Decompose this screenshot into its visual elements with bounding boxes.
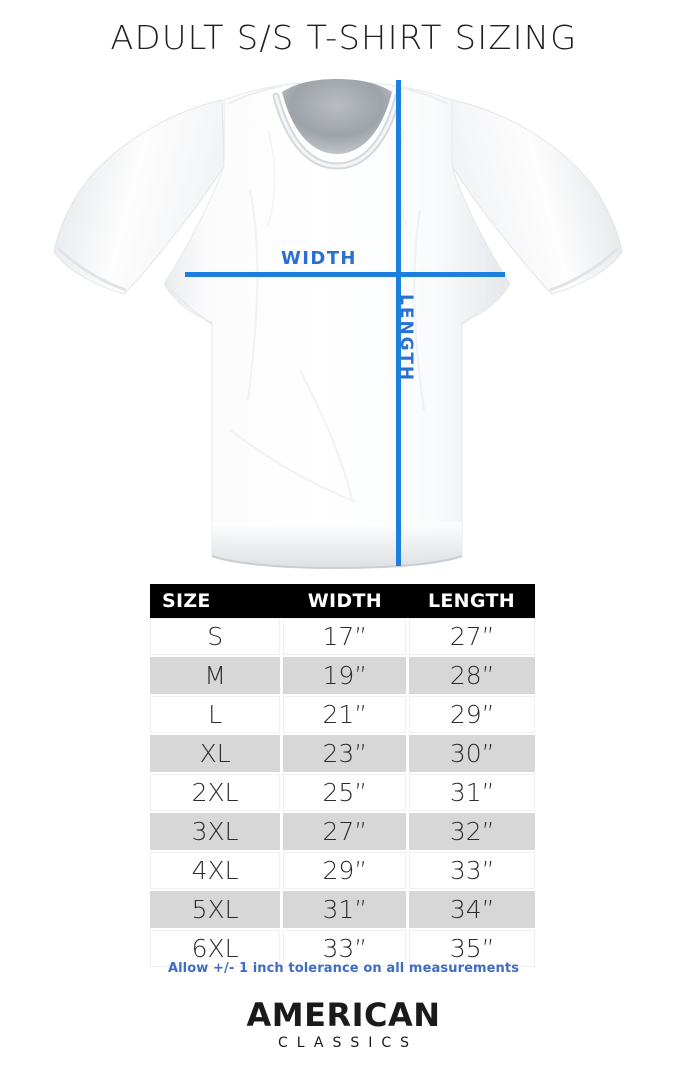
cell-width: 29” — [281, 851, 410, 891]
size-chart-table: SIZE WIDTH LENGTH S 17” 27” M 19” 28” L … — [150, 584, 535, 969]
cell-width: 17” — [281, 618, 410, 657]
table-row: 4XL 29” 33” — [150, 851, 535, 891]
tshirt-illustration — [53, 79, 623, 570]
length-measure-line — [396, 80, 401, 566]
cell-length: 34” — [407, 890, 535, 930]
cell-length: 27” — [407, 618, 535, 657]
table-row: 6XL 33” 35” — [150, 929, 535, 969]
cell-length: 28” — [407, 656, 535, 696]
cell-width: 23” — [281, 734, 410, 774]
table-row: L 21” 29” — [150, 695, 535, 735]
table-row: 3XL 27” 32” — [150, 812, 535, 852]
brand-logo: AMERICAN CLASSICS — [0, 998, 687, 1054]
cell-size: XL — [150, 734, 284, 774]
table-header-row: SIZE WIDTH LENGTH — [150, 584, 535, 618]
cell-size: 6XL — [150, 929, 284, 969]
width-measure-line — [185, 272, 505, 277]
cell-width: 33” — [281, 929, 410, 969]
table-row: XL 23” 30” — [150, 734, 535, 774]
table-row: 5XL 31” 34” — [150, 890, 535, 930]
width-label: WIDTH — [281, 248, 357, 269]
cell-width: 25” — [281, 773, 410, 813]
cell-size: 2XL — [150, 773, 284, 813]
cell-size: L — [150, 695, 284, 735]
cell-length: 35” — [407, 929, 535, 969]
tolerance-note: Allow +/- 1 inch tolerance on all measur… — [167, 961, 520, 976]
cell-width: 31” — [281, 890, 410, 930]
cell-size: 4XL — [150, 851, 284, 891]
cell-length: 30” — [407, 734, 535, 774]
tshirt-diagram: WIDTH LENGTH — [0, 70, 687, 575]
column-header-size: SIZE — [150, 584, 282, 618]
cell-width: 27” — [281, 812, 410, 852]
table-row: 2XL 25” 31” — [150, 773, 535, 813]
cell-width: 19” — [281, 656, 410, 696]
cell-length: 33” — [407, 851, 535, 891]
shirt-body-shape — [53, 79, 623, 570]
length-label: LENGTH — [396, 294, 416, 383]
page-header: ADULT S/S T-SHIRT SIZING — [0, 0, 687, 74]
cell-size: S — [150, 618, 284, 657]
table-body: S 17” 27” M 19” 28” L 21” 29” XL 23” 30”… — [150, 618, 535, 969]
brand-name-primary: AMERICAN — [246, 996, 441, 1034]
page-title: ADULT S/S T-SHIRT SIZING — [109, 17, 578, 57]
cell-length: 31” — [407, 773, 535, 813]
table-row: M 19” 28” — [150, 656, 535, 696]
cell-width: 21” — [281, 695, 410, 735]
table-row: S 17” 27” — [150, 618, 535, 657]
column-header-length: LENGTH — [407, 584, 535, 618]
column-header-width: WIDTH — [281, 584, 408, 618]
cell-size: 5XL — [150, 890, 284, 930]
brand-name-secondary: CLASSICS — [277, 1035, 419, 1051]
cell-length: 32” — [407, 812, 535, 852]
cell-length: 29” — [407, 695, 535, 735]
cell-size: M — [150, 656, 284, 696]
cell-size: 3XL — [150, 812, 284, 852]
